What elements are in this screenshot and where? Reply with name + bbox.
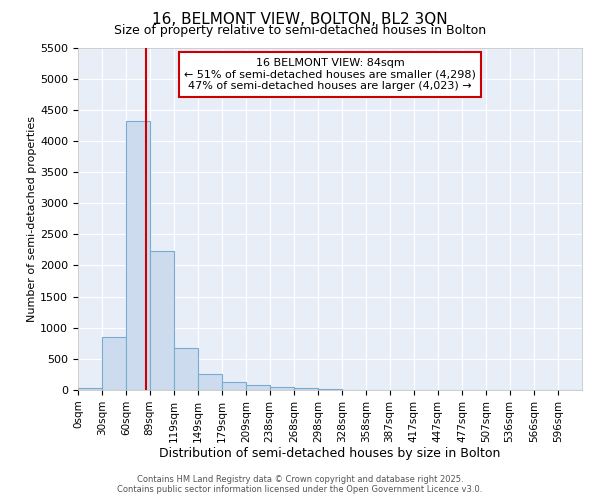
Text: 16 BELMONT VIEW: 84sqm
← 51% of semi-detached houses are smaller (4,298)
47% of : 16 BELMONT VIEW: 84sqm ← 51% of semi-det… bbox=[184, 58, 476, 91]
Bar bbox=[102, 337, 127, 390]
Bar bbox=[149, 250, 174, 390]
Text: 16, BELMONT VIEW, BOLTON, BL2 3QN: 16, BELMONT VIEW, BOLTON, BL2 3QN bbox=[152, 12, 448, 28]
Bar bbox=[198, 374, 222, 390]
Bar bbox=[294, 388, 318, 390]
Bar bbox=[246, 385, 269, 390]
X-axis label: Distribution of semi-detached houses by size in Bolton: Distribution of semi-detached houses by … bbox=[160, 448, 500, 460]
Bar bbox=[174, 348, 198, 390]
Bar bbox=[78, 388, 102, 390]
Bar bbox=[318, 389, 342, 390]
Text: Size of property relative to semi-detached houses in Bolton: Size of property relative to semi-detach… bbox=[114, 24, 486, 37]
Text: Contains HM Land Registry data © Crown copyright and database right 2025.
Contai: Contains HM Land Registry data © Crown c… bbox=[118, 474, 482, 494]
Bar bbox=[222, 382, 246, 390]
Bar bbox=[269, 387, 294, 390]
Y-axis label: Number of semi-detached properties: Number of semi-detached properties bbox=[28, 116, 37, 322]
Bar bbox=[127, 121, 149, 390]
